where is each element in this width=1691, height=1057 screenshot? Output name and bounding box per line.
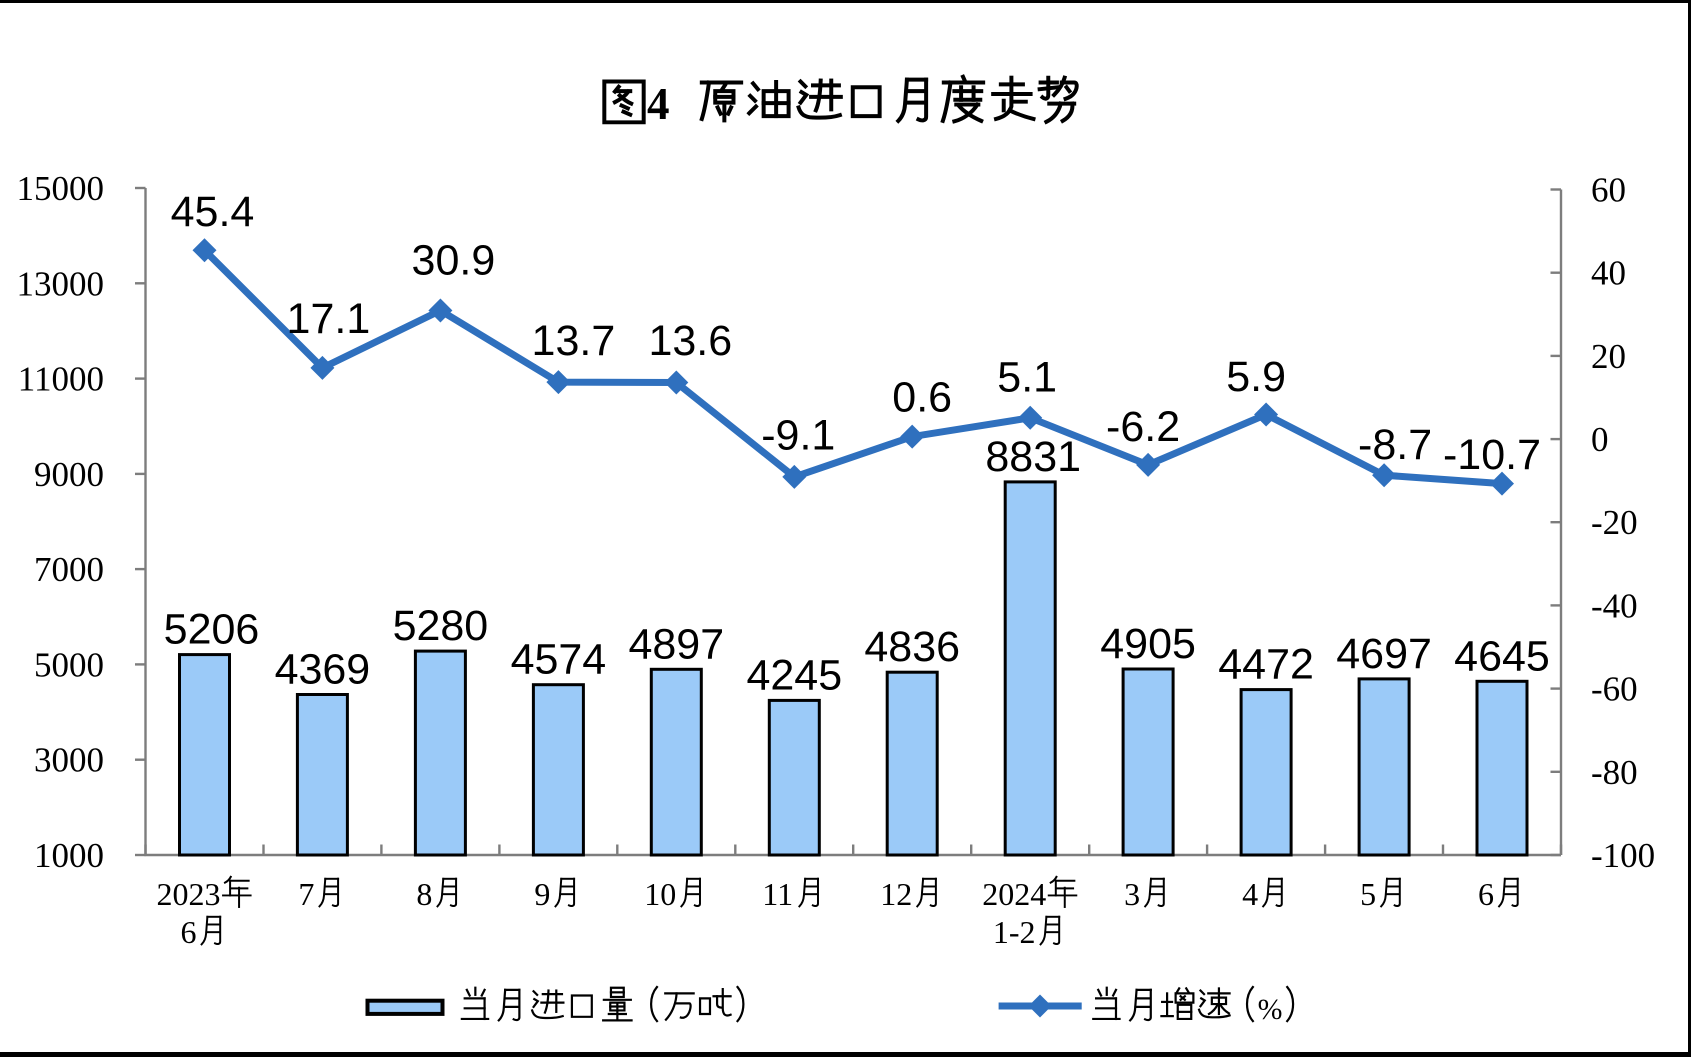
svg-text:13.6: 13.6 (648, 317, 732, 365)
svg-text:9: 9 (534, 876, 550, 912)
svg-text:5280: 5280 (393, 602, 489, 650)
svg-text:4897: 4897 (628, 620, 724, 668)
svg-text:45.4: 45.4 (171, 188, 255, 236)
svg-text:7: 7 (298, 876, 314, 912)
svg-text:4645: 4645 (1454, 632, 1550, 680)
svg-text:15000: 15000 (17, 169, 105, 208)
svg-text:6: 6 (181, 914, 197, 950)
svg-text:-9.1: -9.1 (761, 412, 835, 460)
svg-text:4836: 4836 (864, 623, 960, 671)
svg-text:8831: 8831 (985, 433, 1081, 481)
svg-text:4369: 4369 (275, 646, 371, 694)
svg-text:4472: 4472 (1218, 641, 1314, 689)
svg-text:13000: 13000 (17, 264, 105, 303)
svg-text:12: 12 (880, 876, 912, 912)
svg-text:5: 5 (1360, 876, 1376, 912)
svg-text:4905: 4905 (1100, 620, 1196, 668)
svg-text:4574: 4574 (511, 636, 607, 684)
svg-text:4697: 4697 (1336, 630, 1432, 678)
svg-text:-60: -60 (1591, 670, 1638, 709)
svg-text:4: 4 (647, 79, 670, 129)
svg-text:5206: 5206 (164, 606, 260, 654)
svg-text:2023: 2023 (157, 876, 221, 912)
svg-text:6: 6 (1478, 876, 1494, 912)
svg-text:4: 4 (1242, 876, 1258, 912)
svg-text:-100: -100 (1591, 836, 1655, 875)
svg-text:0: 0 (1591, 420, 1609, 459)
svg-text:17.1: 17.1 (287, 295, 371, 343)
svg-text:40: 40 (1591, 254, 1626, 293)
svg-text:8: 8 (416, 876, 432, 912)
svg-text:2024: 2024 (982, 876, 1046, 912)
svg-text:-8.7: -8.7 (1358, 421, 1432, 469)
svg-text:%: % (1258, 993, 1283, 1026)
svg-text:-6.2: -6.2 (1106, 403, 1180, 451)
svg-text:-10.7: -10.7 (1443, 431, 1541, 479)
svg-text:10: 10 (644, 876, 676, 912)
svg-text:1-2: 1-2 (993, 914, 1036, 950)
svg-text:1000: 1000 (34, 836, 104, 875)
svg-text:3000: 3000 (34, 741, 104, 780)
svg-text:30.9: 30.9 (412, 237, 496, 285)
svg-text:5.9: 5.9 (1226, 353, 1286, 401)
svg-text:20: 20 (1591, 337, 1626, 376)
svg-text:60: 60 (1591, 171, 1626, 210)
svg-text:-20: -20 (1591, 503, 1638, 542)
svg-text:-80: -80 (1591, 753, 1638, 792)
svg-text:3: 3 (1124, 876, 1140, 912)
svg-text:4245: 4245 (746, 651, 842, 699)
svg-text:7000: 7000 (34, 550, 104, 589)
svg-text:11: 11 (762, 876, 793, 912)
svg-text:5000: 5000 (34, 645, 104, 684)
svg-text:9000: 9000 (34, 455, 104, 494)
svg-text:13.7: 13.7 (532, 317, 616, 365)
svg-text:11000: 11000 (18, 360, 104, 399)
svg-text:0.6: 0.6 (892, 374, 952, 422)
svg-text:5.1: 5.1 (997, 354, 1057, 402)
svg-text:-40: -40 (1591, 586, 1638, 625)
